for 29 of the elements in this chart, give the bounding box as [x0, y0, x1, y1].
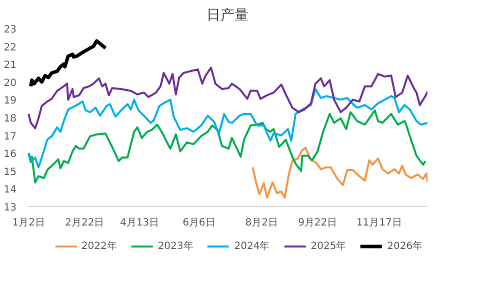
legend-label: 2024年 [234, 240, 270, 253]
chart-title: 日产量 [206, 8, 248, 24]
line-series [28, 66, 428, 130]
y-tick-label: 14 [4, 184, 17, 196]
legend-label: 2022年 [81, 240, 117, 253]
y-tick-label: 19 [4, 96, 17, 107]
line-series [28, 88, 428, 168]
line-series [29, 39, 108, 88]
y-tick-label: 18 [4, 114, 17, 124]
y-tick-label: 21 [4, 60, 17, 72]
line-series [28, 109, 426, 184]
y-tick-label: 15 [4, 166, 17, 178]
x-tick-label: 9月22日 [298, 218, 338, 228]
x-tick-label: 6月6日 [182, 218, 216, 228]
line-series [252, 146, 428, 199]
y-tick-label: 23 [4, 24, 17, 36]
y-tick-label: 16 [4, 149, 17, 160]
legend-label: 2026年 [387, 240, 423, 253]
legend-label: 2023年 [158, 240, 194, 253]
y-tick-label: 17 [4, 131, 17, 142]
x-tick-label: 8月2日 [245, 218, 278, 228]
x-tick-label: 11月17日 [356, 218, 402, 228]
y-tick-label: 20 [4, 78, 17, 89]
y-tick-label: 22 [4, 42, 17, 54]
x-tick-label: 1月2日 [12, 218, 45, 228]
y-tick-label: 13 [4, 202, 17, 214]
legend-label: 2025年 [310, 240, 346, 253]
x-tick-label: 4月13日 [120, 218, 160, 228]
x-tick-label: 2月22日 [65, 218, 104, 228]
